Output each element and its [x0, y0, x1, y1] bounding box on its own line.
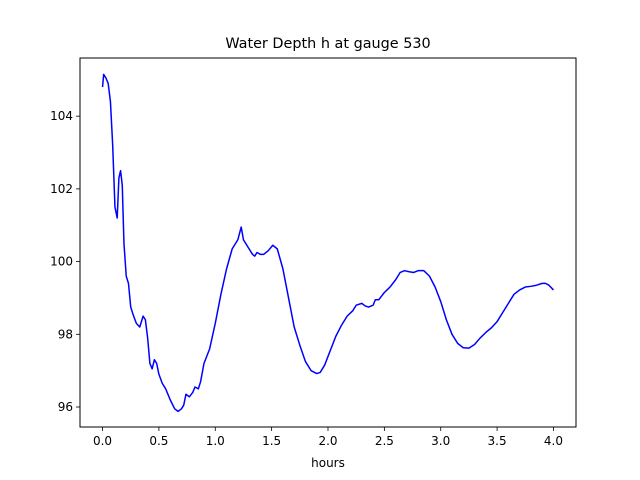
y-axis: 96 98 100 102 104: [50, 109, 80, 414]
x-tick-label: 2.0: [318, 434, 337, 448]
x-tick-label: 3.5: [488, 434, 507, 448]
x-axis-label: hours: [311, 456, 345, 470]
chart-title: Water Depth h at gauge 530: [225, 36, 430, 52]
x-tick-label: 1.5: [262, 434, 281, 448]
x-tick-label: 1.0: [206, 434, 225, 448]
x-tick-label: 0.0: [93, 434, 112, 448]
y-tick-label: 96: [58, 400, 73, 414]
x-tick-label: 4.0: [544, 434, 563, 448]
y-tick-label: 104: [50, 109, 73, 123]
plot-frame: [79, 57, 577, 428]
series-line-0: [101, 73, 554, 413]
x-tick-label: 2.5: [375, 434, 394, 448]
x-tick-label: 3.0: [431, 434, 450, 448]
x-tick-label: 0.5: [149, 434, 168, 448]
y-tick-label: 100: [50, 255, 73, 269]
plot-lines: [101, 73, 554, 413]
x-axis: 0.0 0.5 1.0 1.5 2.0 2.5 3.0 3.5 4.0: [93, 427, 563, 448]
y-tick-label: 98: [58, 327, 73, 341]
y-tick-label: 102: [50, 182, 73, 196]
